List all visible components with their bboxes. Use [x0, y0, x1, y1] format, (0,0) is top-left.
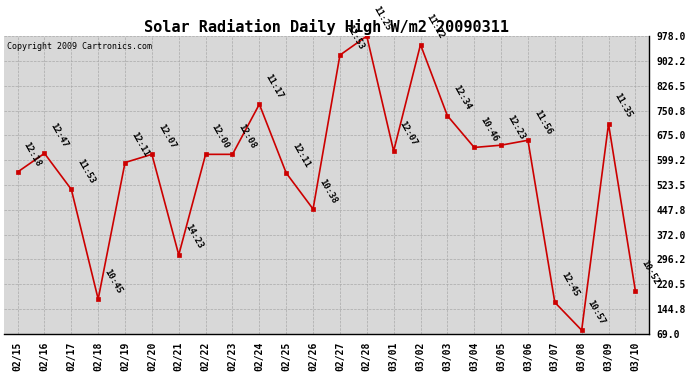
- Text: 12:07: 12:07: [156, 122, 177, 150]
- Text: 14:23: 14:23: [183, 223, 204, 251]
- Text: 12:11: 12:11: [290, 141, 312, 169]
- Text: 11:56: 11:56: [532, 108, 553, 136]
- Text: 11:53: 11:53: [75, 158, 97, 185]
- Text: 12:00: 12:00: [210, 122, 231, 150]
- Text: 10:46: 10:46: [478, 116, 500, 143]
- Text: 11:22: 11:22: [424, 13, 446, 40]
- Text: 10:57: 10:57: [586, 298, 607, 326]
- Text: 11:17: 11:17: [264, 72, 285, 100]
- Text: 12:11: 12:11: [129, 130, 150, 158]
- Text: Copyright 2009 Cartronics.com: Copyright 2009 Cartronics.com: [8, 42, 152, 51]
- Text: 12:53: 12:53: [344, 23, 365, 51]
- Text: 12:47: 12:47: [48, 122, 70, 149]
- Text: 12:18: 12:18: [22, 140, 43, 168]
- Text: 12:07: 12:07: [398, 119, 419, 147]
- Text: 12:34: 12:34: [451, 84, 473, 111]
- Text: 10:38: 10:38: [317, 177, 339, 205]
- Text: 10:52: 10:52: [640, 259, 661, 287]
- Text: 10:45: 10:45: [102, 267, 124, 295]
- Text: 11:25: 11:25: [371, 4, 392, 32]
- Text: 12:08: 12:08: [237, 122, 258, 150]
- Text: 12:23: 12:23: [505, 113, 526, 141]
- Text: 12:45: 12:45: [559, 270, 580, 298]
- Title: Solar Radiation Daily High W/m2 20090311: Solar Radiation Daily High W/m2 20090311: [144, 19, 509, 35]
- Text: 11:35: 11:35: [613, 92, 634, 120]
